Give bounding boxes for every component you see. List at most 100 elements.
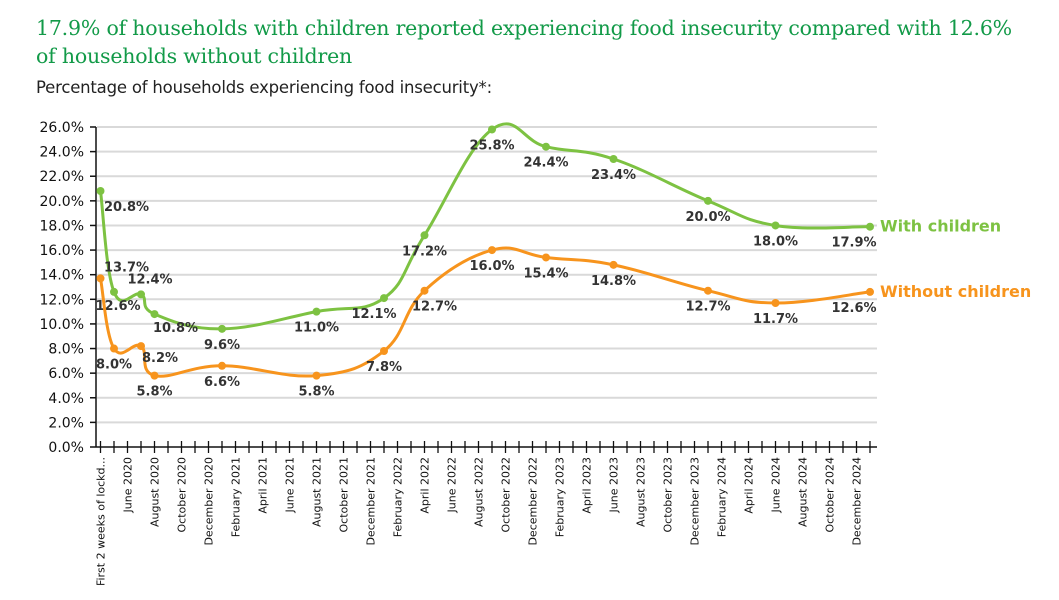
data-point bbox=[420, 286, 429, 295]
x-tick-label: February 2021 bbox=[230, 457, 243, 537]
data-label: 7.8% bbox=[366, 360, 402, 375]
x-tick-label: April 2021 bbox=[257, 457, 270, 514]
data-label: 12.7% bbox=[412, 300, 457, 315]
data-label: 14.8% bbox=[591, 274, 636, 289]
x-tick-label: April 2023 bbox=[581, 457, 594, 514]
data-point bbox=[380, 347, 388, 355]
data-label: 12.4% bbox=[127, 272, 172, 287]
data-label: 8.0% bbox=[96, 358, 132, 373]
chart-subtitle: Percentage of households experiencing fo… bbox=[36, 78, 492, 97]
data-label: 25.8% bbox=[469, 138, 514, 153]
x-tick-label: April 2022 bbox=[419, 457, 432, 514]
y-tick-label: 2.0% bbox=[48, 415, 84, 431]
data-label: 10.8% bbox=[153, 321, 198, 336]
x-tick-label: October 2024 bbox=[824, 457, 837, 533]
x-tick-label: August 2023 bbox=[635, 457, 648, 527]
data-label: 13.7% bbox=[104, 260, 149, 275]
data-label: 12.7% bbox=[685, 300, 730, 315]
y-tick-label: 22.0% bbox=[40, 169, 84, 185]
x-tick-label: October 2023 bbox=[662, 457, 675, 533]
data-label: 12.6% bbox=[831, 301, 876, 316]
data-point bbox=[420, 231, 429, 240]
y-tick-label: 16.0% bbox=[40, 243, 84, 259]
x-tick-label: June 2023 bbox=[608, 457, 621, 513]
data-point bbox=[771, 221, 780, 230]
data-label: 8.2% bbox=[142, 351, 178, 366]
y-tick-label: 26.0% bbox=[40, 120, 84, 136]
data-label: 17.2% bbox=[402, 244, 447, 259]
data-point bbox=[542, 253, 550, 262]
series-label: Without children bbox=[880, 282, 1031, 301]
data-point bbox=[488, 246, 496, 255]
data-point bbox=[380, 294, 388, 303]
data-point bbox=[609, 155, 618, 163]
x-tick-label: December 2022 bbox=[527, 457, 540, 546]
x-tick-label: December 2021 bbox=[365, 457, 378, 546]
y-tick-label: 24.0% bbox=[40, 145, 84, 161]
x-tick-label: June 2024 bbox=[770, 457, 783, 513]
data-point bbox=[312, 371, 321, 380]
data-label: 12.1% bbox=[351, 307, 396, 322]
data-label: 16.0% bbox=[469, 259, 514, 274]
data-point bbox=[110, 344, 118, 353]
data-label: 24.4% bbox=[523, 156, 568, 171]
data-point bbox=[96, 187, 105, 195]
data-point bbox=[96, 274, 105, 283]
data-label: 17.9% bbox=[831, 236, 876, 251]
data-point bbox=[542, 142, 550, 151]
y-tick-label: 10.0% bbox=[40, 317, 84, 333]
data-label: 5.8% bbox=[136, 385, 172, 400]
y-tick-label: 4.0% bbox=[48, 391, 84, 407]
y-tick-label: 8.0% bbox=[48, 342, 84, 358]
x-tick-label: February 2023 bbox=[554, 457, 567, 537]
x-tick-label: June 2020 bbox=[122, 457, 135, 513]
x-tick-label: December 2020 bbox=[203, 457, 216, 546]
x-tick-label: February 2024 bbox=[716, 457, 729, 537]
y-tick-label: 0.0% bbox=[48, 440, 84, 456]
x-tick-label: June 2021 bbox=[284, 457, 297, 513]
data-point bbox=[218, 361, 226, 370]
x-tick-label: June 2022 bbox=[446, 457, 459, 513]
data-label: 23.4% bbox=[591, 168, 636, 183]
x-tick-label: December 2023 bbox=[689, 457, 702, 546]
data-label: 5.8% bbox=[298, 385, 334, 400]
y-tick-label: 14.0% bbox=[40, 268, 84, 284]
data-point bbox=[110, 287, 118, 296]
data-label: 11.0% bbox=[294, 321, 339, 336]
x-tick-label: December 2024 bbox=[851, 457, 864, 546]
data-label: 9.6% bbox=[204, 338, 240, 353]
x-tick-label: First 2 weeks of lockd... bbox=[95, 457, 108, 586]
x-tick-label: April 2024 bbox=[743, 457, 756, 514]
data-point bbox=[312, 307, 321, 316]
data-point bbox=[218, 324, 226, 333]
data-point bbox=[771, 299, 780, 307]
x-tick-label: October 2020 bbox=[176, 457, 189, 533]
x-tick-label: October 2022 bbox=[500, 457, 513, 533]
data-point bbox=[150, 371, 159, 380]
data-label: 15.4% bbox=[523, 266, 568, 281]
data-label: 12.6% bbox=[95, 299, 140, 314]
data-label: 18.0% bbox=[753, 234, 798, 249]
data-point bbox=[609, 260, 618, 269]
y-tick-label: 6.0% bbox=[48, 366, 84, 382]
data-point bbox=[704, 196, 712, 205]
data-point bbox=[866, 222, 874, 231]
x-tick-label: August 2021 bbox=[311, 457, 324, 527]
y-tick-label: 12.0% bbox=[40, 292, 84, 308]
data-point bbox=[704, 286, 712, 295]
x-tick-label: October 2021 bbox=[338, 457, 351, 533]
y-tick-label: 20.0% bbox=[40, 194, 84, 210]
chart-title: 17.9% of households with children report… bbox=[36, 16, 1012, 68]
data-label: 11.7% bbox=[753, 312, 798, 327]
data-point bbox=[137, 290, 145, 299]
series-label: With children bbox=[880, 217, 1001, 236]
x-tick-label: August 2022 bbox=[473, 457, 486, 527]
data-label: 20.8% bbox=[104, 200, 149, 215]
x-tick-label: February 2022 bbox=[392, 457, 405, 537]
data-point bbox=[488, 125, 496, 134]
data-point bbox=[137, 342, 145, 351]
y-tick-label: 18.0% bbox=[40, 218, 84, 234]
data-label: 6.6% bbox=[204, 375, 240, 390]
data-label: 20.0% bbox=[685, 210, 730, 225]
